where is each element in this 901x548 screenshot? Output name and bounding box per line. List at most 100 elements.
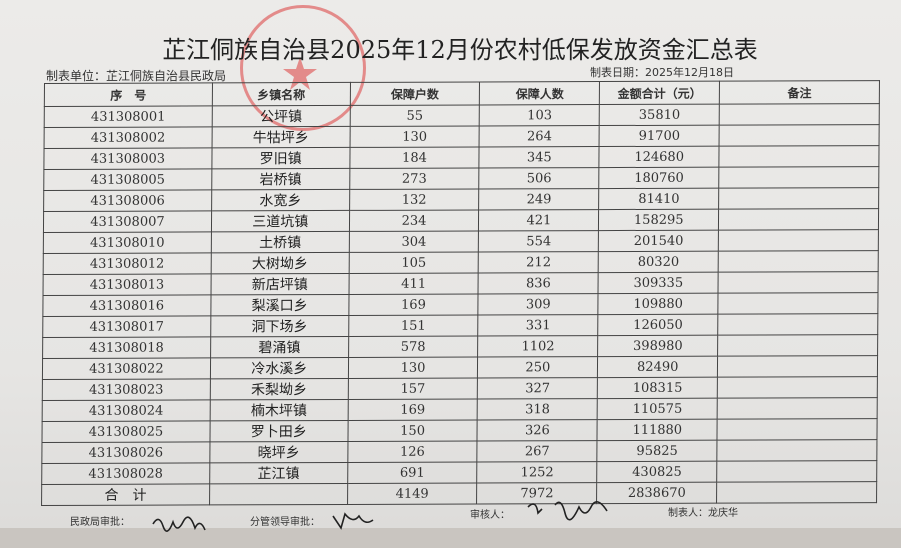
row-remarks (718, 166, 879, 189)
header-amount: 金额合计（元） (599, 81, 720, 105)
leader-approval-label: 分管领导审批： (250, 517, 320, 528)
table-row: 431308007 三道坑镇 234 421 158295 (43, 208, 879, 233)
row-code: 431308017 (42, 315, 211, 338)
row-remarks (717, 376, 878, 399)
row-town: 土桥镇 (211, 231, 350, 253)
row-code: 431308006 (43, 189, 212, 212)
row-people: 554 (478, 230, 599, 252)
row-amount: 180760 (599, 167, 720, 189)
total-remarks (716, 481, 877, 504)
row-people: 836 (478, 272, 599, 294)
row-people: 264 (479, 125, 600, 147)
row-households: 132 (349, 188, 480, 211)
row-remarks (719, 145, 880, 168)
total-households: 4149 (347, 482, 478, 505)
row-people: 103 (479, 104, 600, 126)
total-row: 合 计 4149 7972 2838670 (41, 481, 877, 506)
signature-leader (332, 512, 374, 530)
page-title: 芷江侗族自治县2025年12月份农村低保发放资金汇总表 (162, 36, 758, 64)
row-town: 洞下场乡 (210, 315, 349, 337)
row-code: 431308018 (42, 336, 211, 359)
row-code: 431308010 (43, 231, 212, 254)
table-row: 431308028 芷江镇 691 1252 430825 (41, 460, 877, 485)
row-code: 431308001 (44, 105, 213, 128)
row-people: 327 (477, 377, 598, 399)
row-code: 431308028 (41, 462, 210, 485)
row-amount: 35810 (599, 104, 720, 126)
row-people: 267 (477, 440, 598, 462)
row-people: 331 (478, 314, 599, 336)
row-code: 431308025 (41, 420, 210, 443)
row-town: 晓坪乡 (209, 441, 348, 463)
row-town: 岩桥镇 (211, 168, 350, 190)
row-households: 169 (347, 398, 478, 421)
row-town: 芷江镇 (209, 462, 348, 484)
row-households: 184 (349, 146, 480, 169)
row-town: 三道坑镇 (211, 210, 350, 232)
row-town: 楠木坪镇 (209, 399, 348, 421)
row-people: 421 (478, 209, 599, 231)
row-households: 130 (348, 356, 479, 379)
row-households: 578 (348, 335, 479, 358)
row-households: 411 (348, 272, 479, 295)
row-households: 126 (347, 440, 478, 463)
row-amount: 430825 (596, 461, 718, 483)
row-code: 431308003 (43, 147, 212, 170)
row-amount: 80320 (598, 251, 719, 273)
table-header-row: 序 号 乡镇名称 保障户数 保障人数 金额合计（元） 备注 (44, 80, 880, 107)
row-remarks (719, 124, 880, 147)
row-code: 431308024 (42, 399, 211, 422)
row-amount: 81410 (598, 188, 719, 210)
row-people: 318 (477, 398, 598, 420)
issuing-unit: 制表单位：芷江侗族自治县民政局 (46, 69, 227, 83)
row-remarks (717, 334, 878, 357)
row-town: 罗旧镇 (211, 147, 350, 169)
row-remarks (719, 103, 880, 126)
reviewer-label: 审核人： (470, 510, 510, 521)
row-amount: 158295 (598, 209, 719, 231)
row-people: 326 (477, 419, 598, 441)
table-row: 431308013 新店坪镇 411 836 309335 (43, 271, 879, 296)
table-row: 431308023 禾梨坳乡 157 327 108315 (42, 376, 878, 401)
total-town (209, 483, 348, 505)
row-remarks (717, 439, 877, 462)
row-town: 碧涌镇 (210, 336, 349, 358)
table-row: 431308003 罗旧镇 184 345 124680 (43, 145, 880, 170)
row-remarks (717, 355, 878, 378)
row-code: 431308007 (43, 210, 212, 233)
row-people: 1252 (477, 461, 598, 483)
row-remarks (718, 208, 879, 231)
row-households: 169 (348, 293, 479, 316)
table-row: 431308012 大树坳乡 105 212 80320 (43, 250, 879, 275)
row-amount: 82490 (597, 356, 718, 378)
preparer-label: 制表人：龙庆华 (668, 508, 738, 519)
row-people: 345 (479, 146, 600, 168)
row-people: 250 (477, 356, 598, 378)
row-amount: 126050 (598, 314, 719, 336)
row-remarks (718, 250, 879, 273)
row-code: 431308023 (42, 378, 211, 401)
table-row: 431308022 冷水溪乡 130 250 82490 (42, 355, 878, 380)
row-code: 431308026 (41, 441, 210, 464)
official-red-stamp (240, 5, 366, 131)
row-town: 水宽乡 (211, 189, 350, 211)
row-amount: 111880 (597, 419, 718, 441)
row-households: 234 (349, 209, 480, 232)
header-people: 保障人数 (479, 81, 600, 105)
row-code: 431308012 (43, 252, 212, 275)
row-remarks (718, 229, 879, 252)
table-row: 431308006 水宽乡 132 249 81410 (43, 187, 879, 212)
row-amount: 398980 (597, 335, 718, 357)
row-remarks (716, 460, 877, 483)
row-households: 151 (348, 314, 479, 337)
table-row: 431308001 公坪镇 55 103 35810 (44, 103, 880, 128)
signature-reviewer (527, 501, 608, 521)
row-households: 304 (348, 230, 479, 253)
row-code: 431308022 (42, 357, 211, 380)
row-town: 梨溪口乡 (210, 294, 349, 316)
row-amount: 108315 (597, 377, 718, 399)
row-amount: 309335 (598, 272, 719, 294)
row-households: 55 (349, 104, 480, 127)
table-row: 431308002 牛牯坪乡 130 264 91700 (44, 124, 880, 149)
row-people: 212 (478, 251, 599, 273)
